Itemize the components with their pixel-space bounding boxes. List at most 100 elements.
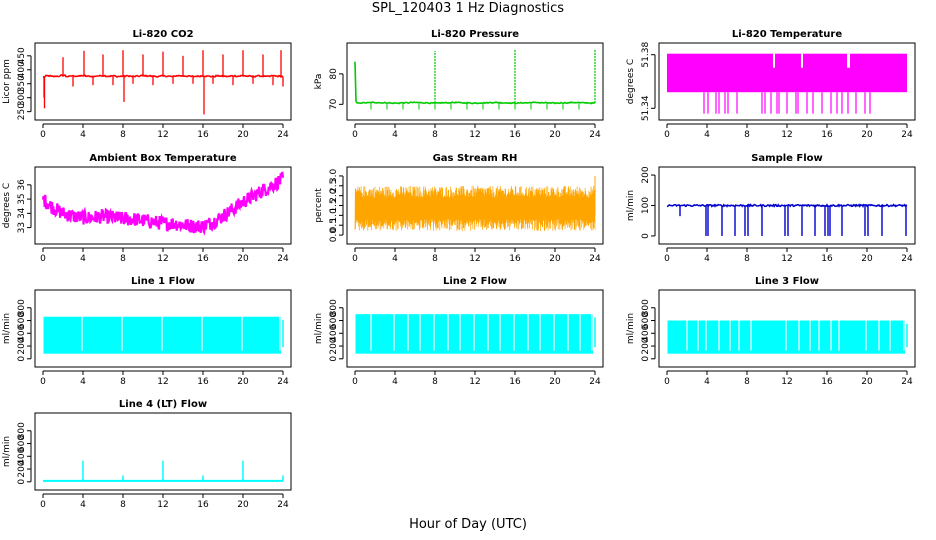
x-tick-label: 24 xyxy=(589,254,601,264)
x-tick-label: 4 xyxy=(80,377,86,387)
data-layer xyxy=(354,175,596,232)
panel-title: Sample Flow xyxy=(751,153,823,164)
y-tick-label: 0 xyxy=(17,479,27,485)
x-tick-label: 4 xyxy=(80,500,86,510)
x-tick-label: 12 xyxy=(157,500,168,510)
data-layer xyxy=(666,203,908,236)
panel-frame xyxy=(34,412,292,491)
temperature-band xyxy=(667,53,907,93)
x-tick-label: 0 xyxy=(664,377,670,387)
x-tick-label: 20 xyxy=(549,254,561,264)
y-tick-label: 1.5 xyxy=(329,198,339,212)
panel-8: Line 2 Flow ml/min 0 4 8 12 16 20 24 0 20040060080… xyxy=(314,276,604,387)
x-tick-label: 24 xyxy=(277,254,289,264)
x-tick-label: 20 xyxy=(237,254,249,264)
x-tick-label: 0 xyxy=(40,500,46,510)
x-tick-label: 0 xyxy=(664,254,670,264)
panel-frame xyxy=(346,166,604,245)
x-tick-label: 0 xyxy=(352,130,358,140)
panel-frame xyxy=(34,289,292,368)
panel-10: Line 4 (LT) Flow ml/min 0 4 8 12 16 20 24 0 200400… xyxy=(2,399,292,510)
x-tick-label: 4 xyxy=(704,377,710,387)
x-tick-label: 12 xyxy=(469,377,480,387)
y-tick-label: 100 xyxy=(641,197,651,214)
y-tick-label: 350 xyxy=(17,75,27,92)
x-tick-label: 24 xyxy=(901,254,913,264)
x-tick-label: 24 xyxy=(589,377,601,387)
y-tick-label: 800 xyxy=(17,299,27,316)
x-tick-label: 20 xyxy=(237,130,249,140)
y-tick-label: 400 xyxy=(17,447,27,464)
y-tick-label: 800 xyxy=(17,422,27,439)
data-layer xyxy=(43,315,284,354)
x-tick-label: 8 xyxy=(432,254,438,264)
y-tick-label: 400 xyxy=(17,61,27,78)
x-tick-label: 24 xyxy=(277,500,289,510)
panel-title: Line 1 Flow xyxy=(131,276,195,287)
x-tick-label: 16 xyxy=(509,254,521,264)
panel-frame xyxy=(34,42,292,121)
figure-title: SPL_120403 1 Hz Diagnostics xyxy=(371,1,565,16)
x-tick-label: 8 xyxy=(120,254,126,264)
y-tick-label: 300 xyxy=(17,89,27,106)
y-tick-label: 0.0 xyxy=(329,228,339,243)
x-tick-label: 12 xyxy=(157,377,168,387)
panel-4: Ambient Box Temperature degrees C 0 4 8 12 16 2… xyxy=(2,153,292,264)
x-tick-label: 20 xyxy=(237,377,249,387)
x-tick-label: 16 xyxy=(821,130,833,140)
x-tick-label: 24 xyxy=(277,130,289,140)
x-tick-label: 4 xyxy=(704,130,710,140)
x-tick-label: 4 xyxy=(392,130,398,140)
y-tick-label: 34 xyxy=(17,207,27,219)
data-layer xyxy=(667,319,908,354)
panel-frame xyxy=(658,166,916,245)
panel-title: Line 4 (LT) Flow xyxy=(119,399,207,410)
y-tick-label: 0 xyxy=(329,356,339,362)
x-tick-label: 8 xyxy=(120,500,126,510)
y-tick-label: 0 xyxy=(641,356,651,362)
panel-9: Line 3 Flow ml/min 0 4 8 12 16 20 24 0 20040060080… xyxy=(626,276,916,387)
x-tick-label: 20 xyxy=(549,377,561,387)
panel-frame xyxy=(346,42,604,121)
x-tick-label: 8 xyxy=(744,377,750,387)
x-tick-label: 4 xyxy=(704,254,710,264)
x-tick-label: 12 xyxy=(469,254,480,264)
panel-title: Li-820 CO2 xyxy=(132,29,193,40)
x-tick-label: 8 xyxy=(432,130,438,140)
x-tick-label: 20 xyxy=(237,500,249,510)
panel-title: Gas Stream RH xyxy=(433,153,518,164)
x-tick-label: 12 xyxy=(157,254,168,264)
panel-title: Line 2 Flow xyxy=(443,276,507,287)
x-tick-label: 24 xyxy=(277,377,289,387)
y-tick-label: 2.5 xyxy=(329,179,339,193)
y-tick-label: 400 xyxy=(641,324,651,341)
x-tick-label: 24 xyxy=(901,130,913,140)
y-tick-label: 450 xyxy=(17,47,27,64)
y-tick-label: 0 xyxy=(641,233,651,239)
y-tick-label: 600 xyxy=(17,312,27,329)
panel-3: Li-820 Temperature degrees C 0 4 8 12 16 20 24 51… xyxy=(626,29,916,140)
y-tick-label: 200 xyxy=(17,337,27,354)
x-tick-label: 16 xyxy=(197,377,209,387)
y-tick-label: 800 xyxy=(329,299,339,316)
y-tick-label: 2.0 xyxy=(329,188,339,203)
x-tick-label: 8 xyxy=(744,254,750,264)
y-tick-label: 3.0 xyxy=(329,169,339,184)
y-tick-label: 200 xyxy=(329,337,339,354)
x-tick-label: 0 xyxy=(352,254,358,264)
y-axis-label: Licor ppm xyxy=(2,59,12,104)
panel-title: Line 3 Flow xyxy=(755,276,819,287)
y-tick-label: 33 xyxy=(17,222,27,233)
x-tick-label: 8 xyxy=(432,377,438,387)
panel-7: Line 1 Flow ml/min 0 4 8 12 16 20 24 0 20040060080… xyxy=(2,276,292,387)
x-tick-label: 12 xyxy=(469,130,480,140)
y-tick-label: 400 xyxy=(17,324,27,341)
panel-title: Ambient Box Temperature xyxy=(89,153,236,164)
y-tick-label: 51.38 xyxy=(641,42,651,68)
band-gap xyxy=(801,53,803,68)
x-tick-label: 12 xyxy=(781,377,792,387)
data-layer xyxy=(42,50,284,115)
panel-6: Sample Flow ml/min 0 4 8 12 16 20 24 0 100 200 xyxy=(626,153,916,264)
